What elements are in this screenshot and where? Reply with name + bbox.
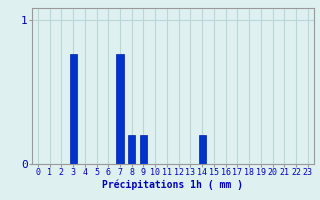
Bar (116, 54, 124, 164)
Bar (140, 135, 147, 164)
Bar (128, 135, 135, 164)
Bar (199, 135, 206, 164)
Bar (69, 54, 76, 164)
X-axis label: Précipitations 1h ( mm ): Précipitations 1h ( mm ) (102, 180, 243, 190)
